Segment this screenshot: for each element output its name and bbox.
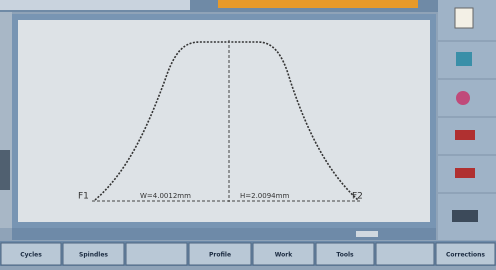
icon	[455, 130, 475, 140]
right-label: F2	[352, 192, 363, 202]
top-field	[0, 0, 190, 10]
icon	[456, 52, 472, 66]
softkey-label: Corrections	[446, 252, 485, 259]
left-tab	[0, 150, 10, 190]
softkey-label: Cycles	[20, 252, 42, 259]
softkeys: Cycles Spindles Profile Work Tools Correction…	[1, 243, 495, 265]
left-edge	[0, 12, 12, 228]
icon	[456, 91, 470, 105]
left-label: F1	[78, 192, 89, 202]
softkey[interactable]	[376, 243, 434, 265]
top-highlight	[218, 0, 418, 8]
scroll-thumb[interactable]	[356, 231, 378, 237]
softkey-label: Tools	[336, 252, 354, 259]
width-label: W=4.0012mm	[140, 192, 191, 200]
side-buttons	[438, 0, 496, 240]
icon	[455, 8, 473, 28]
softkey[interactable]	[126, 243, 187, 265]
height-label: H=2.0094mm	[240, 192, 289, 200]
icon	[452, 210, 478, 222]
softkey-label: Profile	[209, 252, 231, 259]
icon	[455, 168, 475, 178]
screen: F1 W=4.0012mm H=2.0094mm F2 Cycles Spindl…	[0, 0, 496, 266]
softkey-label: Work	[275, 252, 293, 259]
softkey-label: Spindles	[79, 252, 108, 259]
